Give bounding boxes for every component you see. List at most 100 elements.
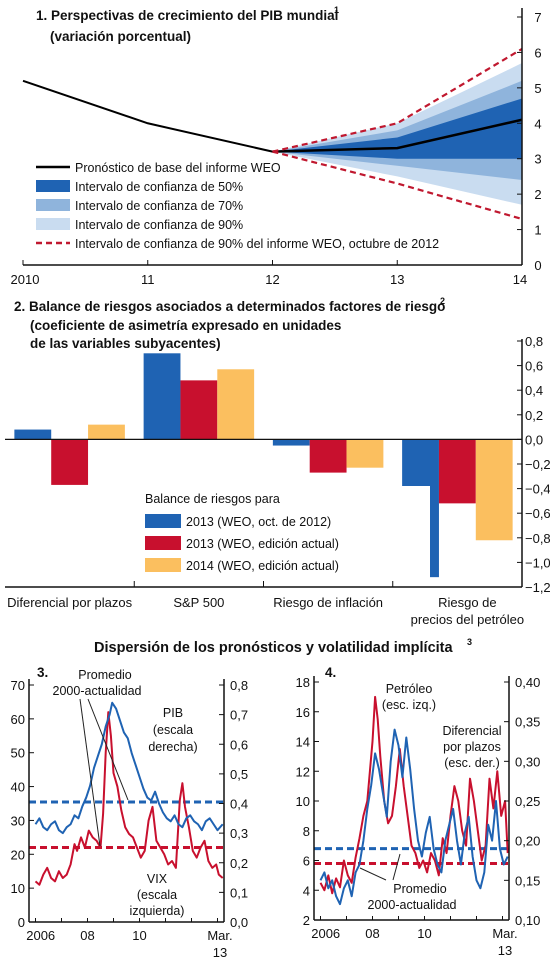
weo2012-lower-line bbox=[272, 150, 523, 221]
legend-label-baseline: Pronóstico de base del informe WEO bbox=[75, 161, 281, 175]
weo2012-upper-line bbox=[272, 47, 523, 153]
panel-3-anno-promedio-2: 2000-actualidad bbox=[53, 684, 142, 698]
band-50 bbox=[272, 98, 522, 159]
right-tick-label: 0,7 bbox=[230, 708, 248, 723]
panel-3-anno-pib-1: PIB bbox=[163, 706, 183, 720]
panel-3: 70 60 50 40 30 20 10 0 0,8 0,7 0,6 0,5 0,4 0,3 0,2 0,1 0… bbox=[11, 665, 249, 960]
y-tick-label: 7 bbox=[534, 10, 541, 25]
category-label: S&P 500 bbox=[173, 595, 224, 610]
y-tick-label: −0,4 bbox=[525, 482, 550, 497]
category-label: precios del petróleo bbox=[411, 612, 524, 627]
right-tick-label: 0,40 bbox=[515, 675, 540, 690]
panel-2: 2. Balance de riesgos asociados a determ… bbox=[5, 296, 550, 627]
panel-4-anno-petroleo-1: Petróleo bbox=[386, 682, 433, 696]
left-tick-label: 10 bbox=[296, 794, 310, 809]
panel-2-subtitle-line-1: (coeficiente de asimetría expresado en u… bbox=[30, 318, 341, 333]
panel-4-axes: 18 16 14 12 10 8 6 4 2 0,40 0,35 0,30 0,25 0,20 0,15 0,… bbox=[296, 675, 541, 958]
legend-label-2013-actual: 2013 (WEO, edición actual) bbox=[186, 537, 339, 551]
x-tick-label: 13 bbox=[213, 945, 227, 960]
category-label: Riesgo de bbox=[438, 595, 497, 610]
right-tick-label: 0,0 bbox=[230, 915, 248, 930]
y-tick-label: 0,2 bbox=[525, 408, 543, 423]
y-tick-label: −0,8 bbox=[525, 531, 550, 546]
panel-4-anno-pointer-1 bbox=[392, 853, 401, 881]
panel-1-fan-bands bbox=[272, 63, 522, 205]
right-tick-label: 0,6 bbox=[230, 737, 248, 752]
legend-swatch-2013-actual bbox=[145, 536, 181, 550]
y-tick-label: 6 bbox=[534, 45, 541, 60]
y-tick-label: −0,6 bbox=[525, 506, 550, 521]
left-tick-label: 0 bbox=[18, 915, 25, 930]
panel-3-anno-vix-2: (escala bbox=[137, 888, 177, 902]
panel-3-anno-vix-1: VIX bbox=[147, 872, 168, 886]
y-tick-label: 0,0 bbox=[525, 432, 543, 447]
legend-swatch-2013-oct bbox=[145, 514, 181, 528]
panel-4-title: 4. bbox=[325, 665, 336, 680]
y-tick-label: −1,0 bbox=[525, 555, 550, 570]
category-label: Diferencial por plazos bbox=[7, 595, 133, 610]
right-tick-label: 0,1 bbox=[230, 885, 248, 900]
x-tick-label: Mar. bbox=[492, 926, 517, 941]
left-tick-label: 10 bbox=[11, 881, 25, 896]
legend-label-90: Intervalo de confianza de 90% bbox=[75, 218, 243, 232]
y-tick-label: 0,4 bbox=[525, 383, 543, 398]
left-tick-label: 16 bbox=[296, 705, 310, 720]
series-line-1 bbox=[319, 728, 509, 906]
left-tick-label: 50 bbox=[11, 746, 25, 761]
panel-1-title-note: 1 bbox=[334, 5, 339, 15]
bar-0-0 bbox=[14, 429, 52, 440]
legend-title: Balance de riesgos para bbox=[145, 492, 280, 506]
baseline-line bbox=[272, 118, 523, 153]
bar-1-2 bbox=[309, 439, 347, 473]
panel-4-anno-petroleo-2: (esc. izq.) bbox=[382, 698, 436, 712]
panel-4-anno-promedio-2: 2000-actualidad bbox=[368, 898, 457, 912]
bar-1-0 bbox=[51, 439, 89, 485]
y-tick-label: 5 bbox=[534, 81, 541, 96]
left-tick-label: 14 bbox=[296, 735, 310, 750]
series-line-0 bbox=[34, 711, 224, 886]
panel-4-anno-promedio-1: Promedio bbox=[393, 882, 447, 896]
bar-0-1 bbox=[143, 353, 181, 440]
left-tick-label: 6 bbox=[303, 854, 310, 869]
panel-1-legend: Pronóstico de base del informe WEO Inter… bbox=[36, 161, 439, 251]
left-tick-label: 4 bbox=[303, 883, 310, 898]
y-tick-label: 0,8 bbox=[525, 334, 543, 349]
right-tick-label: 0,3 bbox=[230, 826, 248, 841]
bar-0-2 bbox=[272, 439, 310, 446]
y-tick-label: 0 bbox=[534, 258, 541, 273]
legend-swatch-2014-actual bbox=[145, 558, 181, 572]
panel-2-axes: 0,8 0,6 0,4 0,2 0,0 −0,2 −0,4 −0,6 −0,8 −1,0 −1,2 D… bbox=[5, 334, 550, 627]
section-title-note: 3 bbox=[467, 637, 472, 647]
panel-2-title-note: 2 bbox=[440, 296, 445, 306]
panel-3-anno-pib-2: (escala bbox=[153, 723, 193, 737]
bar-1-1 bbox=[180, 380, 218, 440]
left-tick-label: 18 bbox=[296, 675, 310, 690]
y-tick-label: 4 bbox=[534, 116, 541, 131]
left-tick-label: 2 bbox=[303, 913, 310, 928]
right-tick-label: 0,15 bbox=[515, 873, 540, 888]
right-tick-label: 0,2 bbox=[230, 856, 248, 871]
right-tick-label: 0,35 bbox=[515, 715, 540, 730]
bar-2-1 bbox=[217, 369, 255, 440]
panel-3-anno-pointer-1 bbox=[87, 698, 129, 801]
x-tick-label: 2006 bbox=[311, 926, 340, 941]
right-tick-label: 0,25 bbox=[515, 794, 540, 809]
panel-1-lines bbox=[22, 47, 523, 221]
right-tick-label: 0,20 bbox=[515, 834, 540, 849]
bar-2-3 bbox=[475, 439, 513, 541]
legend-background bbox=[140, 486, 430, 580]
panel-4: 18 16 14 12 10 8 6 4 2 0,40 0,35 0,30 0,25 0,20 0,15 0,… bbox=[296, 665, 541, 958]
y-tick-label: −0,2 bbox=[525, 457, 550, 472]
legend-label-2014-actual: 2014 (WEO, edición actual) bbox=[186, 559, 339, 573]
y-tick-label: 0,6 bbox=[525, 359, 543, 374]
right-tick-label: 0,5 bbox=[230, 767, 248, 782]
bar-2-2 bbox=[346, 439, 384, 468]
x-tick-label: 11 bbox=[141, 272, 155, 287]
legend-label-weo2012: Intervalo de confianza de 90% del inform… bbox=[75, 237, 439, 251]
right-tick-label: 0,30 bbox=[515, 754, 540, 769]
panel-4-lines bbox=[319, 695, 509, 906]
legend-label-50: Intervalo de confianza de 50% bbox=[75, 180, 243, 194]
x-tick-label: 10 bbox=[417, 926, 431, 941]
panel-4-anno-diferencial-2: por plazos bbox=[443, 740, 501, 754]
